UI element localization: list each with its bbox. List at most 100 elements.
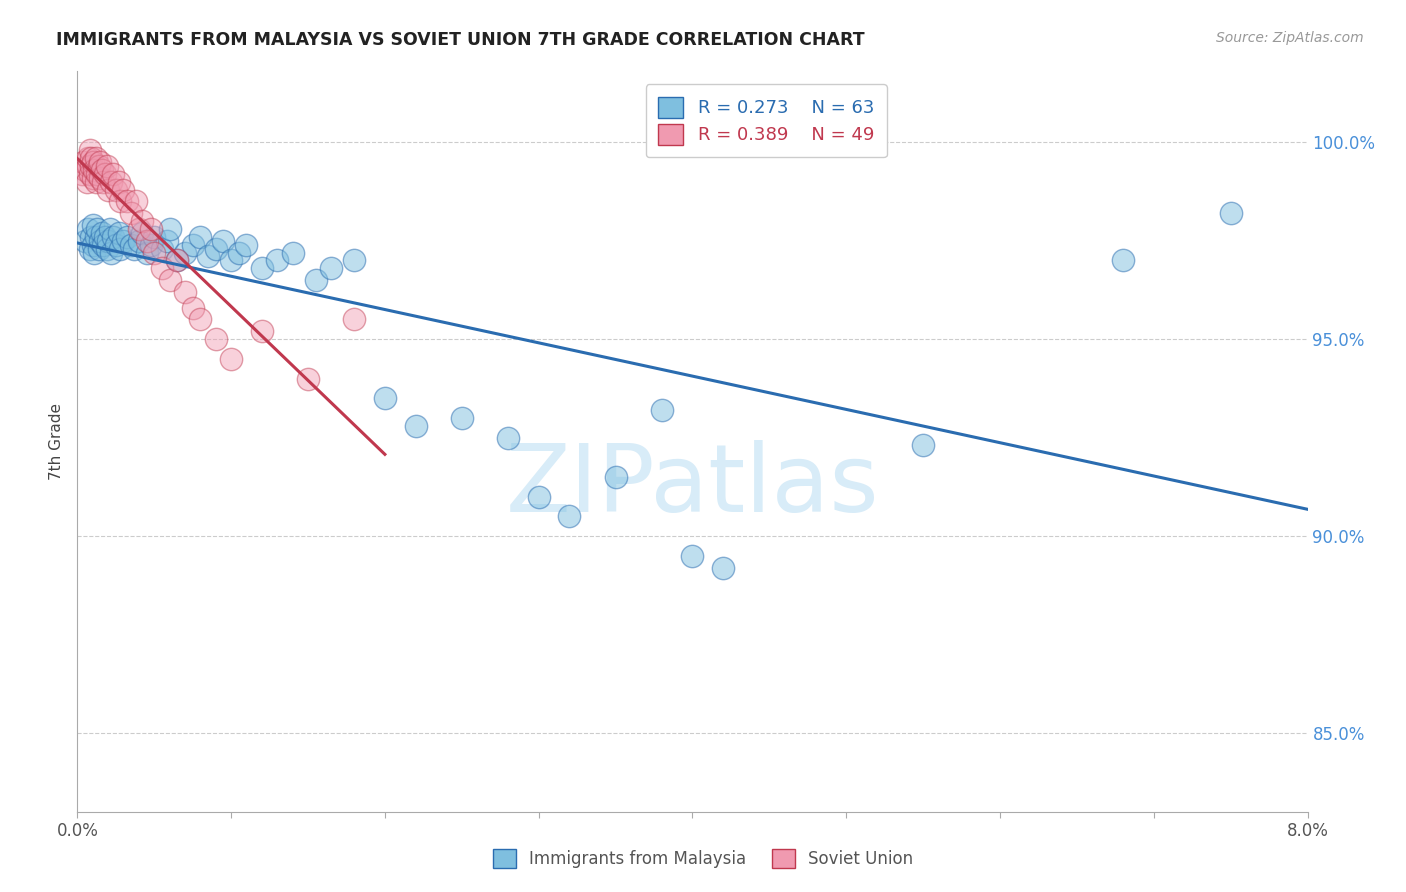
Immigrants from Malaysia	[101, 229, 124, 244]
Immigrants from Malaysia	[93, 237, 115, 252]
Text: Source: ZipAtlas.com: Source: ZipAtlas.com	[1216, 31, 1364, 45]
Immigrants from Malaysia	[131, 226, 153, 240]
Immigrants from Malaysia	[250, 261, 273, 276]
Soviet Union	[83, 162, 105, 177]
Soviet Union	[125, 194, 148, 209]
Immigrants from Malaysia	[527, 490, 550, 504]
Soviet Union	[150, 261, 173, 276]
Legend: Immigrants from Malaysia, Soviet Union: Immigrants from Malaysia, Soviet Union	[485, 840, 921, 877]
Immigrants from Malaysia	[343, 253, 366, 268]
Soviet Union	[79, 167, 101, 181]
Soviet Union	[86, 167, 108, 181]
Soviet Union	[76, 175, 98, 189]
Immigrants from Malaysia	[1219, 206, 1241, 220]
Soviet Union	[181, 301, 204, 315]
Immigrants from Malaysia	[711, 560, 734, 574]
Immigrants from Malaysia	[94, 229, 117, 244]
Immigrants from Malaysia	[77, 222, 100, 236]
Immigrants from Malaysia	[115, 229, 138, 244]
Immigrants from Malaysia	[122, 242, 145, 256]
Soviet Union	[112, 182, 135, 196]
Soviet Union	[141, 222, 163, 236]
Soviet Union	[190, 312, 212, 326]
Immigrants from Malaysia	[86, 222, 108, 236]
Immigrants from Malaysia	[174, 245, 197, 260]
Soviet Union	[89, 170, 111, 185]
Soviet Union	[82, 155, 104, 169]
Immigrants from Malaysia	[83, 245, 105, 260]
Soviet Union	[80, 151, 103, 165]
Immigrants from Malaysia	[1112, 253, 1135, 268]
Immigrants from Malaysia	[558, 509, 581, 524]
Immigrants from Malaysia	[100, 245, 122, 260]
Immigrants from Malaysia	[605, 470, 627, 484]
Immigrants from Malaysia	[98, 222, 121, 236]
Immigrants from Malaysia	[110, 242, 132, 256]
Immigrants from Malaysia	[159, 222, 181, 236]
Soviet Union	[93, 175, 115, 189]
Soviet Union	[89, 155, 111, 169]
Immigrants from Malaysia	[97, 234, 120, 248]
Immigrants from Malaysia	[450, 411, 472, 425]
Soviet Union	[82, 170, 104, 185]
Soviet Union	[297, 371, 319, 385]
Soviet Union	[343, 312, 366, 326]
Soviet Union	[101, 167, 124, 181]
Immigrants from Malaysia	[212, 234, 235, 248]
Immigrants from Malaysia	[266, 253, 288, 268]
Soviet Union	[87, 159, 110, 173]
Soviet Union	[73, 162, 96, 177]
Soviet Union	[128, 222, 150, 236]
Soviet Union	[100, 175, 122, 189]
Immigrants from Malaysia	[143, 229, 166, 244]
Soviet Union	[90, 162, 114, 177]
Soviet Union	[94, 167, 117, 181]
Soviet Union	[77, 151, 100, 165]
Soviet Union	[96, 159, 118, 173]
Soviet Union	[72, 155, 94, 169]
Text: IMMIGRANTS FROM MALAYSIA VS SOVIET UNION 7TH GRADE CORRELATION CHART: IMMIGRANTS FROM MALAYSIA VS SOVIET UNION…	[56, 31, 865, 49]
Immigrants from Malaysia	[82, 237, 104, 252]
Immigrants from Malaysia	[82, 218, 104, 232]
Soviet Union	[104, 182, 127, 196]
Soviet Union	[250, 324, 273, 338]
Immigrants from Malaysia	[96, 242, 118, 256]
Immigrants from Malaysia	[405, 418, 427, 433]
Soviet Union	[143, 245, 166, 260]
Immigrants from Malaysia	[89, 234, 111, 248]
Soviet Union	[84, 151, 107, 165]
Immigrants from Malaysia	[155, 234, 177, 248]
Soviet Union	[97, 182, 120, 196]
Soviet Union	[70, 167, 93, 181]
Soviet Union	[79, 143, 101, 157]
Soviet Union	[204, 332, 226, 346]
Immigrants from Malaysia	[228, 245, 250, 260]
Immigrants from Malaysia	[190, 229, 212, 244]
Soviet Union	[108, 175, 131, 189]
Immigrants from Malaysia	[235, 237, 257, 252]
Immigrants from Malaysia	[104, 237, 127, 252]
Immigrants from Malaysia	[150, 242, 173, 256]
Immigrants from Malaysia	[204, 242, 226, 256]
Immigrants from Malaysia	[305, 273, 328, 287]
Legend: R = 0.273    N = 63, R = 0.389    N = 49: R = 0.273 N = 63, R = 0.389 N = 49	[645, 84, 887, 157]
Text: ZIPatlas: ZIPatlas	[506, 440, 879, 532]
Immigrants from Malaysia	[112, 234, 135, 248]
Immigrants from Malaysia	[374, 391, 396, 405]
Immigrants from Malaysia	[90, 226, 114, 240]
Immigrants from Malaysia	[197, 249, 219, 263]
Immigrants from Malaysia	[219, 253, 242, 268]
Immigrants from Malaysia	[135, 245, 157, 260]
Y-axis label: 7th Grade: 7th Grade	[49, 403, 65, 480]
Immigrants from Malaysia	[166, 253, 188, 268]
Soviet Union	[84, 175, 107, 189]
Soviet Union	[120, 206, 142, 220]
Soviet Union	[159, 273, 181, 287]
Immigrants from Malaysia	[496, 431, 519, 445]
Immigrants from Malaysia	[73, 234, 96, 248]
Immigrants from Malaysia	[141, 237, 163, 252]
Soviet Union	[135, 234, 157, 248]
Soviet Union	[110, 194, 132, 209]
Immigrants from Malaysia	[319, 261, 342, 276]
Immigrants from Malaysia	[80, 229, 103, 244]
